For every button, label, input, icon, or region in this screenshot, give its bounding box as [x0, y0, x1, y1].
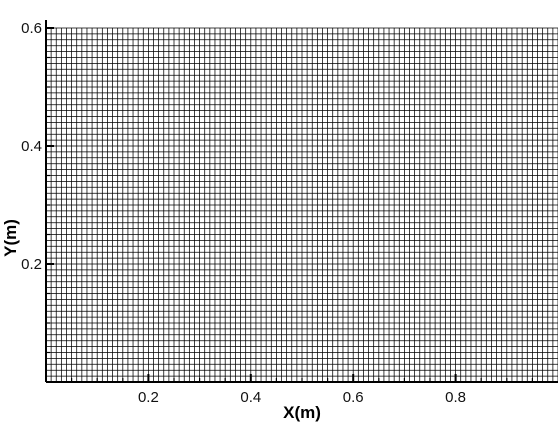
tick-labels: 0.2 0.4 0.6 0.8 0.2 0.4 0.6 — [21, 20, 466, 406]
x-tick-label: 0.2 — [138, 389, 159, 406]
x-tick-label: 0.8 — [445, 389, 466, 406]
y-axis-label: Y(m) — [1, 219, 20, 257]
y-tick-label: 0.6 — [21, 20, 42, 37]
y-tick-label: 0.2 — [21, 256, 42, 273]
x-tick-label: 0.4 — [240, 389, 261, 406]
x-axis-label: X(m) — [283, 403, 321, 422]
mesh-grid — [45, 27, 558, 383]
axes — [45, 20, 558, 383]
x-tick-label: 0.6 — [343, 389, 364, 406]
y-tick-label: 0.4 — [21, 138, 42, 155]
